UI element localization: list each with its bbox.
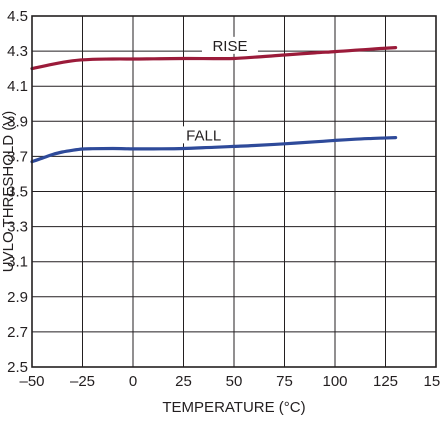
annotation-knockout: [175, 126, 232, 144]
y-tick-label: 4.3: [7, 43, 28, 60]
annotation-knockout: [201, 36, 258, 54]
x-tick-label: –50: [19, 373, 44, 390]
y-tick-label: 3.5: [7, 184, 28, 201]
y-tick-label: 3.9: [7, 113, 28, 130]
plot-frame: [31, 15, 437, 368]
y-tick-label: 3.1: [7, 254, 28, 271]
y-tick-label: 2.9: [7, 289, 28, 306]
x-tick-label: 100: [322, 373, 347, 390]
y-tick-label: 4.5: [7, 8, 28, 25]
y-tick-label: 4.1: [7, 78, 28, 95]
x-axis-title: TEMPERATURE (°C): [162, 399, 305, 416]
y-tick-label: 2.5: [7, 359, 28, 376]
x-tick-label: 75: [276, 373, 293, 390]
series-line-rise: [30, 46, 398, 71]
x-tick-label: 25: [175, 373, 192, 390]
grid: [31, 15, 437, 368]
x-tick-label: –25: [70, 373, 95, 390]
x-tick-label: 50: [226, 373, 243, 390]
y-tick-label: 3.7: [7, 148, 28, 165]
annotation-fall: FALL: [186, 127, 221, 144]
annotations: RISE FALL: [175, 36, 258, 144]
y-tick-labels: 2.5 2.7 2.9 3.1 3.3 3.5 3.7 3.9 4.1 4.3 4.5: [7, 8, 28, 376]
data-series: [30, 46, 398, 164]
x-tick-label: 125: [373, 373, 398, 390]
x-tick-label: 150: [423, 373, 440, 390]
y-tick-label: 3.3: [7, 219, 28, 236]
series-line-fall: [30, 136, 398, 164]
x-tick-label: 0: [129, 373, 137, 390]
y-tick-label: 2.7: [7, 324, 28, 341]
annotation-rise: RISE: [212, 38, 247, 55]
y-axis-title: UVLO THRESHOLD (V): [0, 111, 17, 272]
x-tick-labels: –50 –25 0 25 50 75 100 125 150: [19, 373, 440, 390]
